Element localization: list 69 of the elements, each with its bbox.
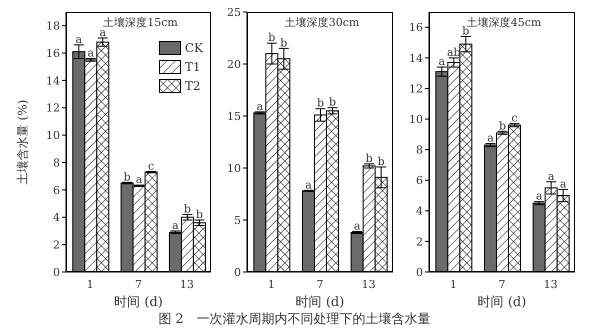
y-tick-label: 16 — [46, 46, 60, 60]
caption: 图 2 一次灌水周期内不同处理下的土壤含水量 — [157, 311, 432, 328]
data-label: b — [328, 96, 336, 109]
y-tick-label: 0 — [53, 266, 60, 279]
y-tick-label: 10 — [227, 162, 241, 175]
chart-title: 土壤深度30cm — [284, 15, 360, 30]
data-label: a — [75, 32, 82, 46]
legend-label: T2 — [184, 78, 200, 92]
y-tick-label: 25 — [227, 6, 241, 19]
x-axis-title: 时间 (d) — [114, 295, 163, 310]
y-tick-label: 14 — [409, 52, 423, 65]
y-tick-label: 12 — [46, 102, 60, 115]
x-axis-title: 时间 (d) — [478, 295, 526, 310]
data-label: b — [196, 208, 203, 221]
data-label: a — [136, 173, 143, 186]
y-tick-label: 4 — [53, 211, 60, 224]
y-tick-label: 4 — [416, 204, 423, 218]
x-axis-title: 时间 (d) — [296, 295, 344, 310]
data-label: b — [498, 119, 506, 132]
data-label: c — [511, 112, 518, 125]
y-tick-label: 6 — [53, 184, 60, 197]
y-tick-label: 2 — [53, 238, 60, 252]
data-label: b — [184, 202, 191, 216]
data-label: a — [487, 132, 494, 145]
x-tick-label: 13 — [180, 278, 194, 291]
x-tick-label: 13 — [362, 278, 376, 291]
data-label: a — [87, 46, 94, 60]
data-label: a — [548, 170, 555, 183]
y-tick-label: 16 — [409, 21, 423, 34]
y-tick-label: 10 — [409, 112, 423, 126]
data-label: a — [354, 219, 361, 232]
y-tick-label: 6 — [416, 174, 423, 188]
y-tick-label: 8 — [53, 156, 60, 170]
y-tick-label: 15 — [227, 110, 241, 123]
data-label: b — [124, 170, 131, 184]
y-tick-label: 5 — [234, 214, 241, 227]
legend-label: T1 — [184, 60, 200, 74]
y-tick-label: 10 — [46, 129, 60, 142]
y-axis-title: 土壤含水量 (%) — [15, 100, 30, 184]
x-tick-label: 1 — [450, 278, 457, 291]
y-tick-label: 14 — [46, 74, 60, 88]
chart-title: 土壤深度45cm — [466, 15, 542, 29]
y-tick-label: 0 — [234, 266, 241, 279]
x-tick-label: 7 — [316, 278, 324, 291]
data-label: c — [148, 159, 154, 172]
x-tick-label: 7 — [498, 278, 506, 291]
y-tick-label: 18 — [46, 20, 60, 33]
y-tick-label: 8 — [416, 144, 423, 157]
data-label: b — [462, 24, 470, 38]
data-label: a — [438, 55, 446, 68]
data-label: a — [256, 100, 264, 113]
x-tick-label: 1 — [86, 278, 94, 291]
data-label: b — [316, 96, 324, 110]
y-tick-label: 0 — [416, 266, 423, 279]
data-label: b — [366, 152, 373, 165]
data-label: b — [378, 154, 385, 168]
y-tick-label: 12 — [409, 82, 423, 96]
y-tick-label: 20 — [227, 58, 241, 71]
legend-label: CK — [184, 40, 203, 54]
data-label: b — [268, 31, 276, 44]
data-label: a — [560, 177, 567, 190]
data-label: b — [280, 36, 288, 50]
y-tick-label: 2 — [416, 235, 423, 248]
data-label: a — [305, 178, 312, 192]
x-tick-label: 7 — [135, 278, 142, 291]
x-tick-label: 13 — [544, 278, 558, 291]
x-tick-label: 1 — [268, 278, 275, 291]
data-label: a — [172, 218, 180, 232]
data-label: a — [536, 190, 543, 203]
